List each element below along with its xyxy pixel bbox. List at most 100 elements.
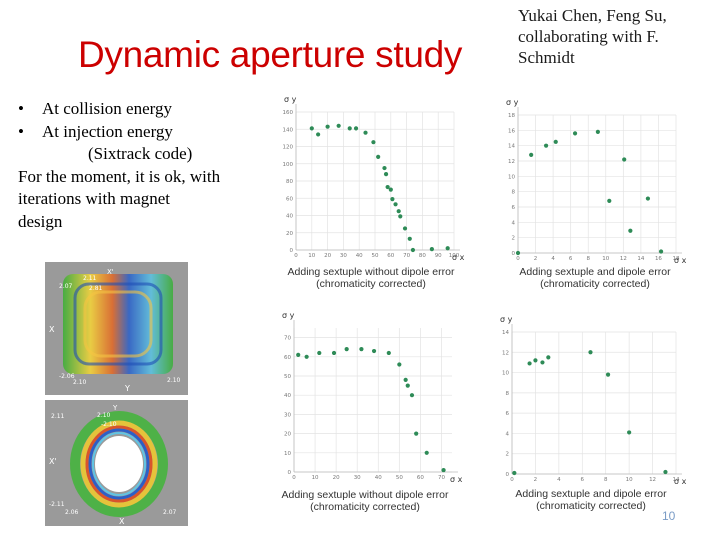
data-point xyxy=(407,236,412,241)
data-point xyxy=(397,362,402,367)
data-point xyxy=(317,350,322,356)
y-tick-label: 14 xyxy=(502,330,509,336)
sim-value: 2.11 xyxy=(83,275,97,282)
data-point xyxy=(336,123,341,128)
data-point xyxy=(388,187,393,192)
y-tick-label: 40 xyxy=(286,214,293,220)
body-line-2: iterations with magnet xyxy=(18,189,171,208)
data-point xyxy=(316,132,321,137)
sim-axis-label: X' xyxy=(49,457,57,466)
sim-value: 2.06 xyxy=(65,509,79,516)
data-point xyxy=(424,450,429,455)
y-tick-label: 20 xyxy=(286,231,293,237)
authors-text: Yukai Chen, Feng Su, collaborating with … xyxy=(518,6,667,67)
sim-axis-label: Y xyxy=(124,384,130,393)
y-tick-label: 0 xyxy=(290,248,294,254)
y-tick-label: 12 xyxy=(508,159,515,165)
x-tick-label: 20 xyxy=(333,475,340,481)
scatter-chart-2-svg: 0 2 4 6 8 10 12 14 16 18 0 2 4 6 8 10 12 14 16 18 σ y σ x xyxy=(506,98,687,265)
scatter-chart-2: 0 2 4 6 8 10 12 14 16 18 0 2 4 6 8 10 12 14 16 18 σ y σ x xyxy=(498,95,688,267)
data-point xyxy=(429,247,434,252)
sim-value: -2.11 xyxy=(49,501,65,508)
scatter-chart-3: 0 10 20 30 40 50 60 70 0 10 20 30 40 50 60 70 σ y σ x xyxy=(274,308,464,486)
x-tick-label: 4 xyxy=(551,256,555,262)
y-tick-label: 70 xyxy=(284,336,291,342)
y-axis-label: σ y xyxy=(500,315,513,324)
data-point xyxy=(409,393,415,398)
data-point xyxy=(645,196,651,201)
caption-line: Adding sextuple and dipole error xyxy=(519,266,671,278)
x-tick-label: 20 xyxy=(324,253,331,259)
sim-value: 2.10 xyxy=(167,377,181,384)
data-point xyxy=(296,352,301,357)
y-tick-label: 60 xyxy=(284,355,291,361)
y-tick-label: 140 xyxy=(283,127,294,133)
y-tick-label: 10 xyxy=(508,174,515,180)
data-point xyxy=(553,139,558,144)
caption-line: (chromaticity corrected) xyxy=(310,501,420,513)
x-tick-label: 6 xyxy=(569,256,573,262)
x-tick-label: 30 xyxy=(354,475,361,481)
x-tick-label: 0 xyxy=(516,256,520,262)
caption-line: (chromaticity corrected) xyxy=(316,278,426,290)
x-axis-label: σ x xyxy=(674,256,687,265)
y-tick-label: 2 xyxy=(506,452,510,458)
sim-axis-label: X' xyxy=(107,268,114,276)
bullet-text: At collision energy xyxy=(42,99,172,118)
scatter-chart-4-svg: 0 2 4 6 8 10 12 14 0 2 4 6 8 10 12 14 σ y σ x xyxy=(500,315,687,486)
y-tick-label: 18 xyxy=(508,113,515,119)
data-point xyxy=(441,467,446,473)
data-point xyxy=(359,347,364,352)
data-point xyxy=(390,197,395,202)
data-point xyxy=(386,350,391,356)
x-tick-label: 80 xyxy=(419,253,426,259)
scatter-chart-4: 0 2 4 6 8 10 12 14 0 2 4 6 8 10 12 14 σ y σ x xyxy=(492,312,688,488)
data-point xyxy=(543,143,549,148)
x-tick-label: 16 xyxy=(655,256,662,262)
data-point xyxy=(371,140,376,145)
y-tick-label: 14 xyxy=(508,144,515,150)
body-line-3: design xyxy=(18,211,63,231)
x-tick-label: 30 xyxy=(340,253,347,259)
x-tick-label: 18 xyxy=(673,256,680,262)
y-tick-label: 4 xyxy=(506,431,510,437)
x-tick-label: 100 xyxy=(449,253,460,259)
data-point xyxy=(344,347,349,352)
scatter-chart-3-svg: 0 10 20 30 40 50 60 70 0 10 20 30 40 50 60 70 σ y σ x xyxy=(282,311,463,484)
x-tick-label: 0 xyxy=(294,253,298,259)
bullet-dot: • xyxy=(18,121,24,141)
y-tick-label: 160 xyxy=(283,110,294,116)
data-point xyxy=(403,377,408,382)
x-tick-label: 10 xyxy=(312,475,319,481)
data-point xyxy=(605,372,611,377)
y-tick-label: 0 xyxy=(288,470,292,476)
data-point xyxy=(527,361,532,366)
sim-axis-label: X xyxy=(49,325,55,334)
data-point xyxy=(529,152,534,157)
bullet-dot: • xyxy=(18,99,24,118)
data-point xyxy=(515,250,521,256)
data-point xyxy=(376,154,381,159)
sim-value: 2.11 xyxy=(51,413,65,420)
y-tick-label: 60 xyxy=(286,196,293,202)
y-axis-label: σ y xyxy=(282,311,295,320)
y-tick-label: 100 xyxy=(283,162,294,168)
data-point xyxy=(309,126,314,131)
x-tick-label: 40 xyxy=(356,253,363,259)
x-tick-label: 10 xyxy=(308,253,315,259)
data-point xyxy=(414,431,419,436)
x-tick-label: 10 xyxy=(602,256,609,262)
y-tick-label: 20 xyxy=(284,432,291,438)
y-tick-label: 6 xyxy=(506,411,510,417)
sim-axis-label: Y xyxy=(112,404,118,412)
sim-value: -2.06 xyxy=(59,373,75,380)
y-tick-label: 2 xyxy=(512,236,516,242)
x-axis-label: σ x xyxy=(452,253,465,262)
data-point xyxy=(663,469,668,475)
y-tick-label: 8 xyxy=(506,391,510,397)
data-point xyxy=(445,246,450,251)
data-point xyxy=(622,157,627,162)
caption-line: (chromaticity corrected) xyxy=(540,278,650,290)
data-point xyxy=(588,350,593,355)
data-point xyxy=(382,165,387,171)
